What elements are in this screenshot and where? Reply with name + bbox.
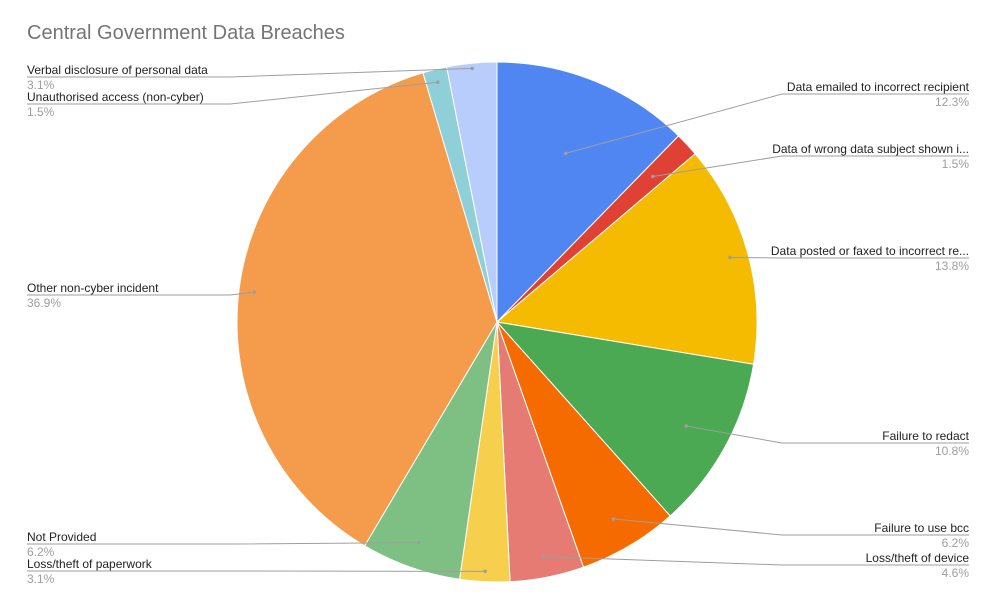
leader-lines — [27, 66, 969, 574]
slice-label: Data of wrong data subject shown i... — [772, 142, 969, 156]
slice-label: Failure to redact — [882, 429, 969, 443]
slice-label: Not Provided — [27, 530, 96, 544]
slice-label: Data posted or faxed to incorrect re... — [771, 244, 969, 258]
slice-percent: 3.1% — [27, 78, 55, 92]
leader-line — [730, 256, 969, 259]
slice-percent: 1.5% — [27, 105, 55, 119]
slice-labels: Data emailed to incorrect recipient12.3%… — [27, 63, 970, 586]
slice-label: Loss/theft of paperwork — [27, 557, 153, 571]
slice-label: Data emailed to incorrect recipient — [787, 80, 970, 94]
leader-line — [613, 518, 969, 536]
slice-percent: 1.5% — [942, 157, 970, 171]
chart-title: Central Government Data Breaches — [27, 22, 345, 44]
leader-line — [543, 556, 969, 566]
slice-percent: 4.6% — [942, 566, 970, 580]
leader-dot — [436, 80, 440, 84]
slice-percent: 10.8% — [935, 444, 969, 458]
slice-percent: 6.2% — [27, 545, 55, 559]
slice-label: Failure to use bcc — [874, 521, 969, 535]
leader-line — [27, 81, 438, 105]
slice-label: Verbal disclosure of personal data — [27, 63, 208, 77]
leader-line — [27, 291, 255, 296]
slice-percent: 3.1% — [27, 572, 55, 586]
leader-line — [686, 425, 969, 444]
pie-slice[interactable] — [446, 61, 498, 323]
leader-line — [27, 67, 473, 78]
slice-label: Loss/theft of device — [866, 551, 970, 565]
slice-label: Other non-cyber incident — [27, 281, 159, 295]
slice-percent: 36.9% — [27, 296, 61, 310]
leader-dot — [470, 66, 475, 71]
pie-slice[interactable] — [495, 153, 758, 365]
pie-slices — [236, 61, 758, 583]
slice-percent: 6.2% — [942, 536, 970, 550]
slice-percent: 13.8% — [935, 259, 969, 273]
leader-line — [652, 155, 969, 178]
leader-line — [565, 93, 969, 154]
slice-percent: 12.3% — [935, 95, 969, 109]
pie-slice[interactable] — [236, 72, 498, 547]
pie-slice[interactable] — [495, 321, 755, 517]
slice-label: Unauthorised access (non-cyber) — [27, 90, 204, 104]
leader-line — [27, 542, 420, 545]
leader-dot — [483, 569, 488, 574]
